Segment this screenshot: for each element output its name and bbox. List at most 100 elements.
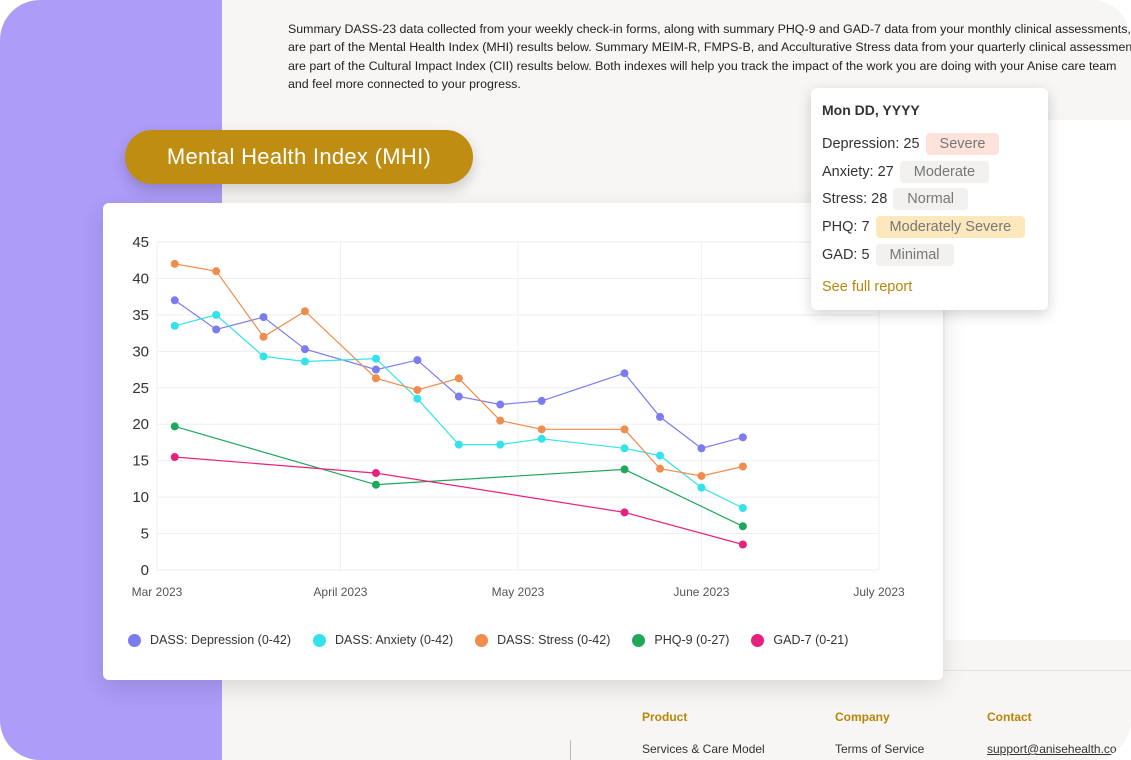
severity-badge: Minimal xyxy=(875,244,954,266)
legend-label: DASS: Anxiety (0-42) xyxy=(335,633,454,647)
intro-line: are part of the Mental Health Index (MHI… xyxy=(288,40,1131,55)
legend-marker xyxy=(313,633,327,647)
tooltip-label: Stress: 28 xyxy=(822,191,888,207)
series-line xyxy=(174,299,744,449)
legend-item[interactable]: PHQ-9 (0-27) xyxy=(632,633,729,647)
legend-item[interactable]: DASS: Anxiety (0-42) xyxy=(313,633,453,647)
data-point xyxy=(454,440,463,449)
severity-badge: Moderate xyxy=(899,161,990,183)
footer-heading: Company xyxy=(835,710,890,724)
footer-column-contact: Contact support@anisehealth.co xyxy=(987,710,1117,756)
footer-separator xyxy=(570,740,571,760)
data-point xyxy=(454,374,463,383)
data-point xyxy=(738,433,747,442)
legend-marker xyxy=(475,633,489,647)
chart-legend: DASS: Depression (0-42) DASS: Anxiety (0-… xyxy=(128,633,870,647)
footer-link-terms[interactable]: Terms of Service xyxy=(835,742,925,756)
legend-label: GAD-7 (0-21) xyxy=(773,633,849,647)
legend-item[interactable]: DASS: Depression (0-42) xyxy=(128,633,291,647)
tooltip-row-stress: Stress: 28 Normal xyxy=(822,188,969,210)
y-tick-label: 45 xyxy=(132,234,149,251)
data-point xyxy=(620,444,629,453)
data-point xyxy=(371,469,380,478)
data-point xyxy=(212,310,221,319)
data-point xyxy=(413,394,422,403)
data-point xyxy=(170,259,179,268)
legend-label: DASS: Depression (0-42) xyxy=(150,633,292,647)
data-point xyxy=(300,307,309,316)
data-point xyxy=(371,354,380,363)
data-point xyxy=(620,465,629,474)
data-point xyxy=(496,416,505,425)
data-point xyxy=(371,374,380,383)
data-point xyxy=(537,396,546,405)
data-point xyxy=(697,483,706,492)
x-tick-label: May 2023 xyxy=(492,585,545,599)
y-tick-label: 40 xyxy=(132,270,149,287)
data-point xyxy=(496,440,505,449)
data-point xyxy=(738,540,747,549)
data-point xyxy=(212,325,221,334)
x-tick-label: June 2023 xyxy=(673,585,729,599)
series-line xyxy=(174,425,744,527)
data-point xyxy=(496,400,505,409)
data-point xyxy=(259,352,268,361)
data-point xyxy=(413,385,422,394)
legend-item[interactable]: GAD-7 (0-21) xyxy=(751,633,848,647)
y-tick-label: 30 xyxy=(132,343,149,360)
chart-tooltip: Mon DD, YYYY Depression: 25 Severe Anxie… xyxy=(811,88,1048,310)
data-point xyxy=(537,434,546,443)
data-point xyxy=(738,462,747,471)
y-tick-label: 35 xyxy=(132,307,149,324)
chart-card: 0 5 10 15 20 25 30 35 40 45 Mar 2023 April 2023 May … xyxy=(103,203,943,680)
legend-label: PHQ-9 (0-27) xyxy=(654,633,730,647)
see-full-report-link[interactable]: See full report xyxy=(822,279,913,295)
y-tick-label: 15 xyxy=(132,453,149,470)
tooltip-label: Anxiety: 27 xyxy=(822,164,894,180)
footer-column-company: Company Terms of Service xyxy=(835,710,924,756)
series-line xyxy=(174,456,744,546)
footer-link-services[interactable]: Services & Care Model xyxy=(642,742,765,756)
data-point xyxy=(537,425,546,434)
data-point xyxy=(212,267,221,276)
data-point xyxy=(697,444,706,453)
data-point xyxy=(300,345,309,354)
x-tick-label: Mar 2023 xyxy=(132,585,183,599)
y-tick-label: 5 xyxy=(141,526,149,543)
mhi-line-chart: 0 5 10 15 20 25 30 35 40 45 Mar 2023 April 2023 May … xyxy=(132,234,905,599)
severity-badge: Severe xyxy=(925,133,1000,155)
legend-label: DASS: Stress (0-42) xyxy=(497,633,611,647)
data-point xyxy=(620,369,629,378)
tooltip-label: PHQ: 7 xyxy=(822,219,870,235)
legend-item[interactable]: DASS: Stress (0-42) xyxy=(475,633,610,647)
intro-line: are part of the Cultural Impact Index (C… xyxy=(288,58,1117,73)
data-point xyxy=(259,313,268,322)
data-point xyxy=(259,332,268,341)
y-tick-label: 20 xyxy=(132,416,149,433)
data-point xyxy=(170,296,179,305)
legend-marker xyxy=(128,633,141,647)
data-point xyxy=(738,522,747,531)
tooltip-row-anxiety: Anxiety: 27 Moderate xyxy=(822,161,990,183)
y-tick-label: 10 xyxy=(132,489,149,506)
tooltip-label: Depression: 25 xyxy=(822,136,920,152)
data-point xyxy=(656,464,665,473)
severity-badge: Moderately Severe xyxy=(875,216,1026,238)
y-tick-label: 0 xyxy=(141,562,149,579)
severity-badge: Normal xyxy=(893,188,969,210)
tooltip-row-depression: Depression: 25 Severe xyxy=(822,133,1000,155)
section-title-pill: Mental Health Index (MHI) xyxy=(125,130,473,184)
footer-link-email[interactable]: support@anisehealth.co xyxy=(987,742,1117,756)
intro-line: and feel more connected to your progress… xyxy=(288,77,521,92)
data-point xyxy=(454,392,463,401)
data-point xyxy=(656,451,665,460)
intro-line: Summary DASS-23 data collected from your… xyxy=(288,22,1131,36)
data-point xyxy=(697,471,706,480)
data-point xyxy=(371,480,380,489)
data-point xyxy=(620,508,629,517)
data-point xyxy=(170,321,179,330)
data-point xyxy=(413,356,422,365)
tooltip-row-phq: PHQ: 7 Moderately Severe xyxy=(822,216,1026,238)
tooltip-row-gad: GAD: 5 Minimal xyxy=(822,244,954,266)
